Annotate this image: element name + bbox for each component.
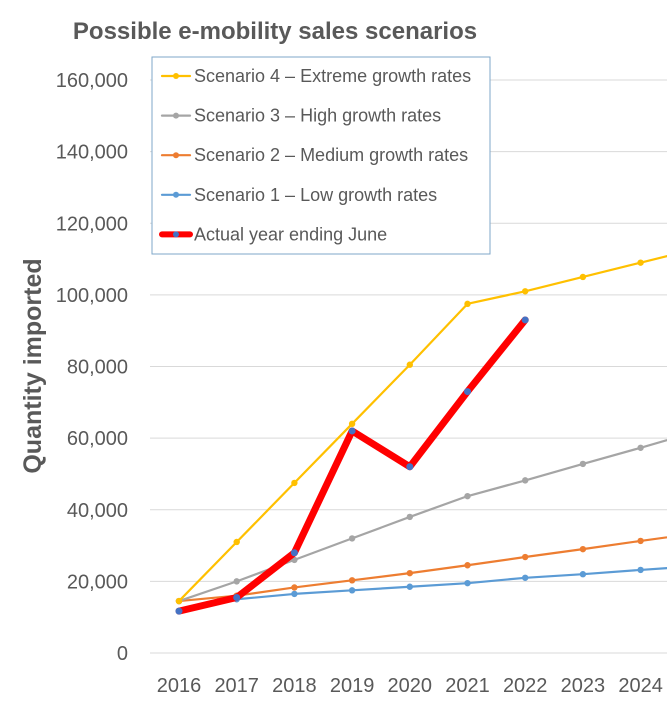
data-point [348, 420, 356, 427]
data-point [522, 553, 529, 561]
legend-item: Scenario 1 – Low growth rates [160, 185, 437, 205]
legend-item: Scenario 4 – Extreme growth rates [160, 66, 471, 86]
series-line [175, 316, 529, 615]
data-point [579, 545, 587, 553]
data-point [464, 562, 471, 569]
y-axis-label: Quantity imported [19, 258, 47, 473]
x-tick-label: 2016 [157, 675, 202, 697]
y-tick-label: 80,000 [67, 357, 128, 379]
x-tick-label: 2019 [330, 675, 375, 697]
x-tick-label: 2022 [503, 675, 548, 697]
data-point [291, 590, 298, 598]
legend-label: Actual year ending June [194, 224, 387, 244]
data-point [464, 492, 471, 500]
chart-title: Possible e-mobility sales scenarios [73, 18, 477, 45]
legend-item: Actual year ending June [159, 224, 387, 244]
series-3 [175, 536, 667, 605]
data-point [522, 574, 529, 581]
series-5 [175, 316, 529, 615]
legend-marker [173, 152, 179, 159]
data-point [406, 361, 413, 368]
data-point [290, 549, 298, 557]
data-point [464, 300, 471, 308]
data-point [348, 577, 356, 584]
data-point [637, 537, 644, 545]
series-line [177, 254, 667, 603]
data-point [637, 444, 644, 451]
legend-item: Scenario 2 – Medium growth rates [160, 145, 468, 165]
legend-label: Scenario 2 – Medium growth rates [194, 145, 468, 165]
data-point [406, 569, 413, 577]
x-tick-label: 2018 [272, 675, 317, 697]
y-tick-label: 100,000 [56, 285, 128, 307]
data-point [406, 513, 413, 521]
data-point [579, 273, 587, 281]
data-point [233, 538, 240, 546]
legend-marker [173, 112, 179, 119]
data-point [637, 259, 644, 266]
legend-item: Scenario 3 – High growth rates [160, 106, 441, 126]
y-tick-label: 160,000 [56, 70, 128, 92]
data-point [175, 597, 183, 605]
data-point [637, 566, 644, 574]
series-lines [175, 254, 667, 615]
data-point [175, 607, 183, 615]
y-tick-label: 60,000 [67, 428, 128, 450]
y-tick-label: 140,000 [56, 142, 128, 164]
data-point [579, 460, 587, 468]
data-point [406, 463, 414, 471]
y-tick-label: 120,000 [56, 213, 128, 235]
x-tick-label: 2024 [618, 675, 663, 697]
data-point [522, 477, 529, 484]
data-point [521, 316, 529, 324]
y-tick-label: 40,000 [67, 500, 128, 522]
data-point [464, 388, 471, 396]
data-point [522, 288, 529, 295]
y-tick-label: 0 [117, 643, 128, 665]
data-point [233, 593, 241, 601]
legend-box [151, 56, 491, 255]
x-tick-label: 2023 [561, 675, 606, 697]
legend-marker [173, 231, 179, 238]
y-tick-label: 20,000 [67, 571, 128, 593]
data-point [579, 571, 587, 578]
x-tick-labels: 2016201720182019202020212022202320242025 [157, 675, 663, 697]
data-point [348, 587, 356, 594]
data-point [348, 427, 356, 435]
x-tick-label: 2021 [445, 675, 490, 697]
series-1 [175, 254, 667, 605]
legend-label: Scenario 3 – High growth rates [194, 106, 441, 126]
legend: Scenario 4 – Extreme growth rates Scenari… [151, 56, 491, 255]
y-tick-labels: 0 20,000 40,000 60,000 80,000 100,000 120,000 1… [56, 70, 128, 665]
legend-label: Scenario 1 – Low growth rates [194, 185, 437, 205]
data-point [291, 479, 298, 487]
legend-marker [173, 191, 179, 198]
data-point [464, 579, 471, 587]
x-tick-label: 2017 [214, 675, 259, 697]
data-point [233, 578, 240, 585]
data-point [291, 584, 298, 591]
legend-label: Scenario 4 – Extreme growth rates [194, 66, 471, 86]
data-point [406, 583, 413, 590]
series-line [177, 567, 667, 613]
series-line [177, 536, 667, 603]
legend-marker [173, 73, 179, 79]
x-tick-label: 2020 [388, 675, 433, 697]
series-line [177, 438, 667, 603]
data-point [348, 535, 356, 542]
